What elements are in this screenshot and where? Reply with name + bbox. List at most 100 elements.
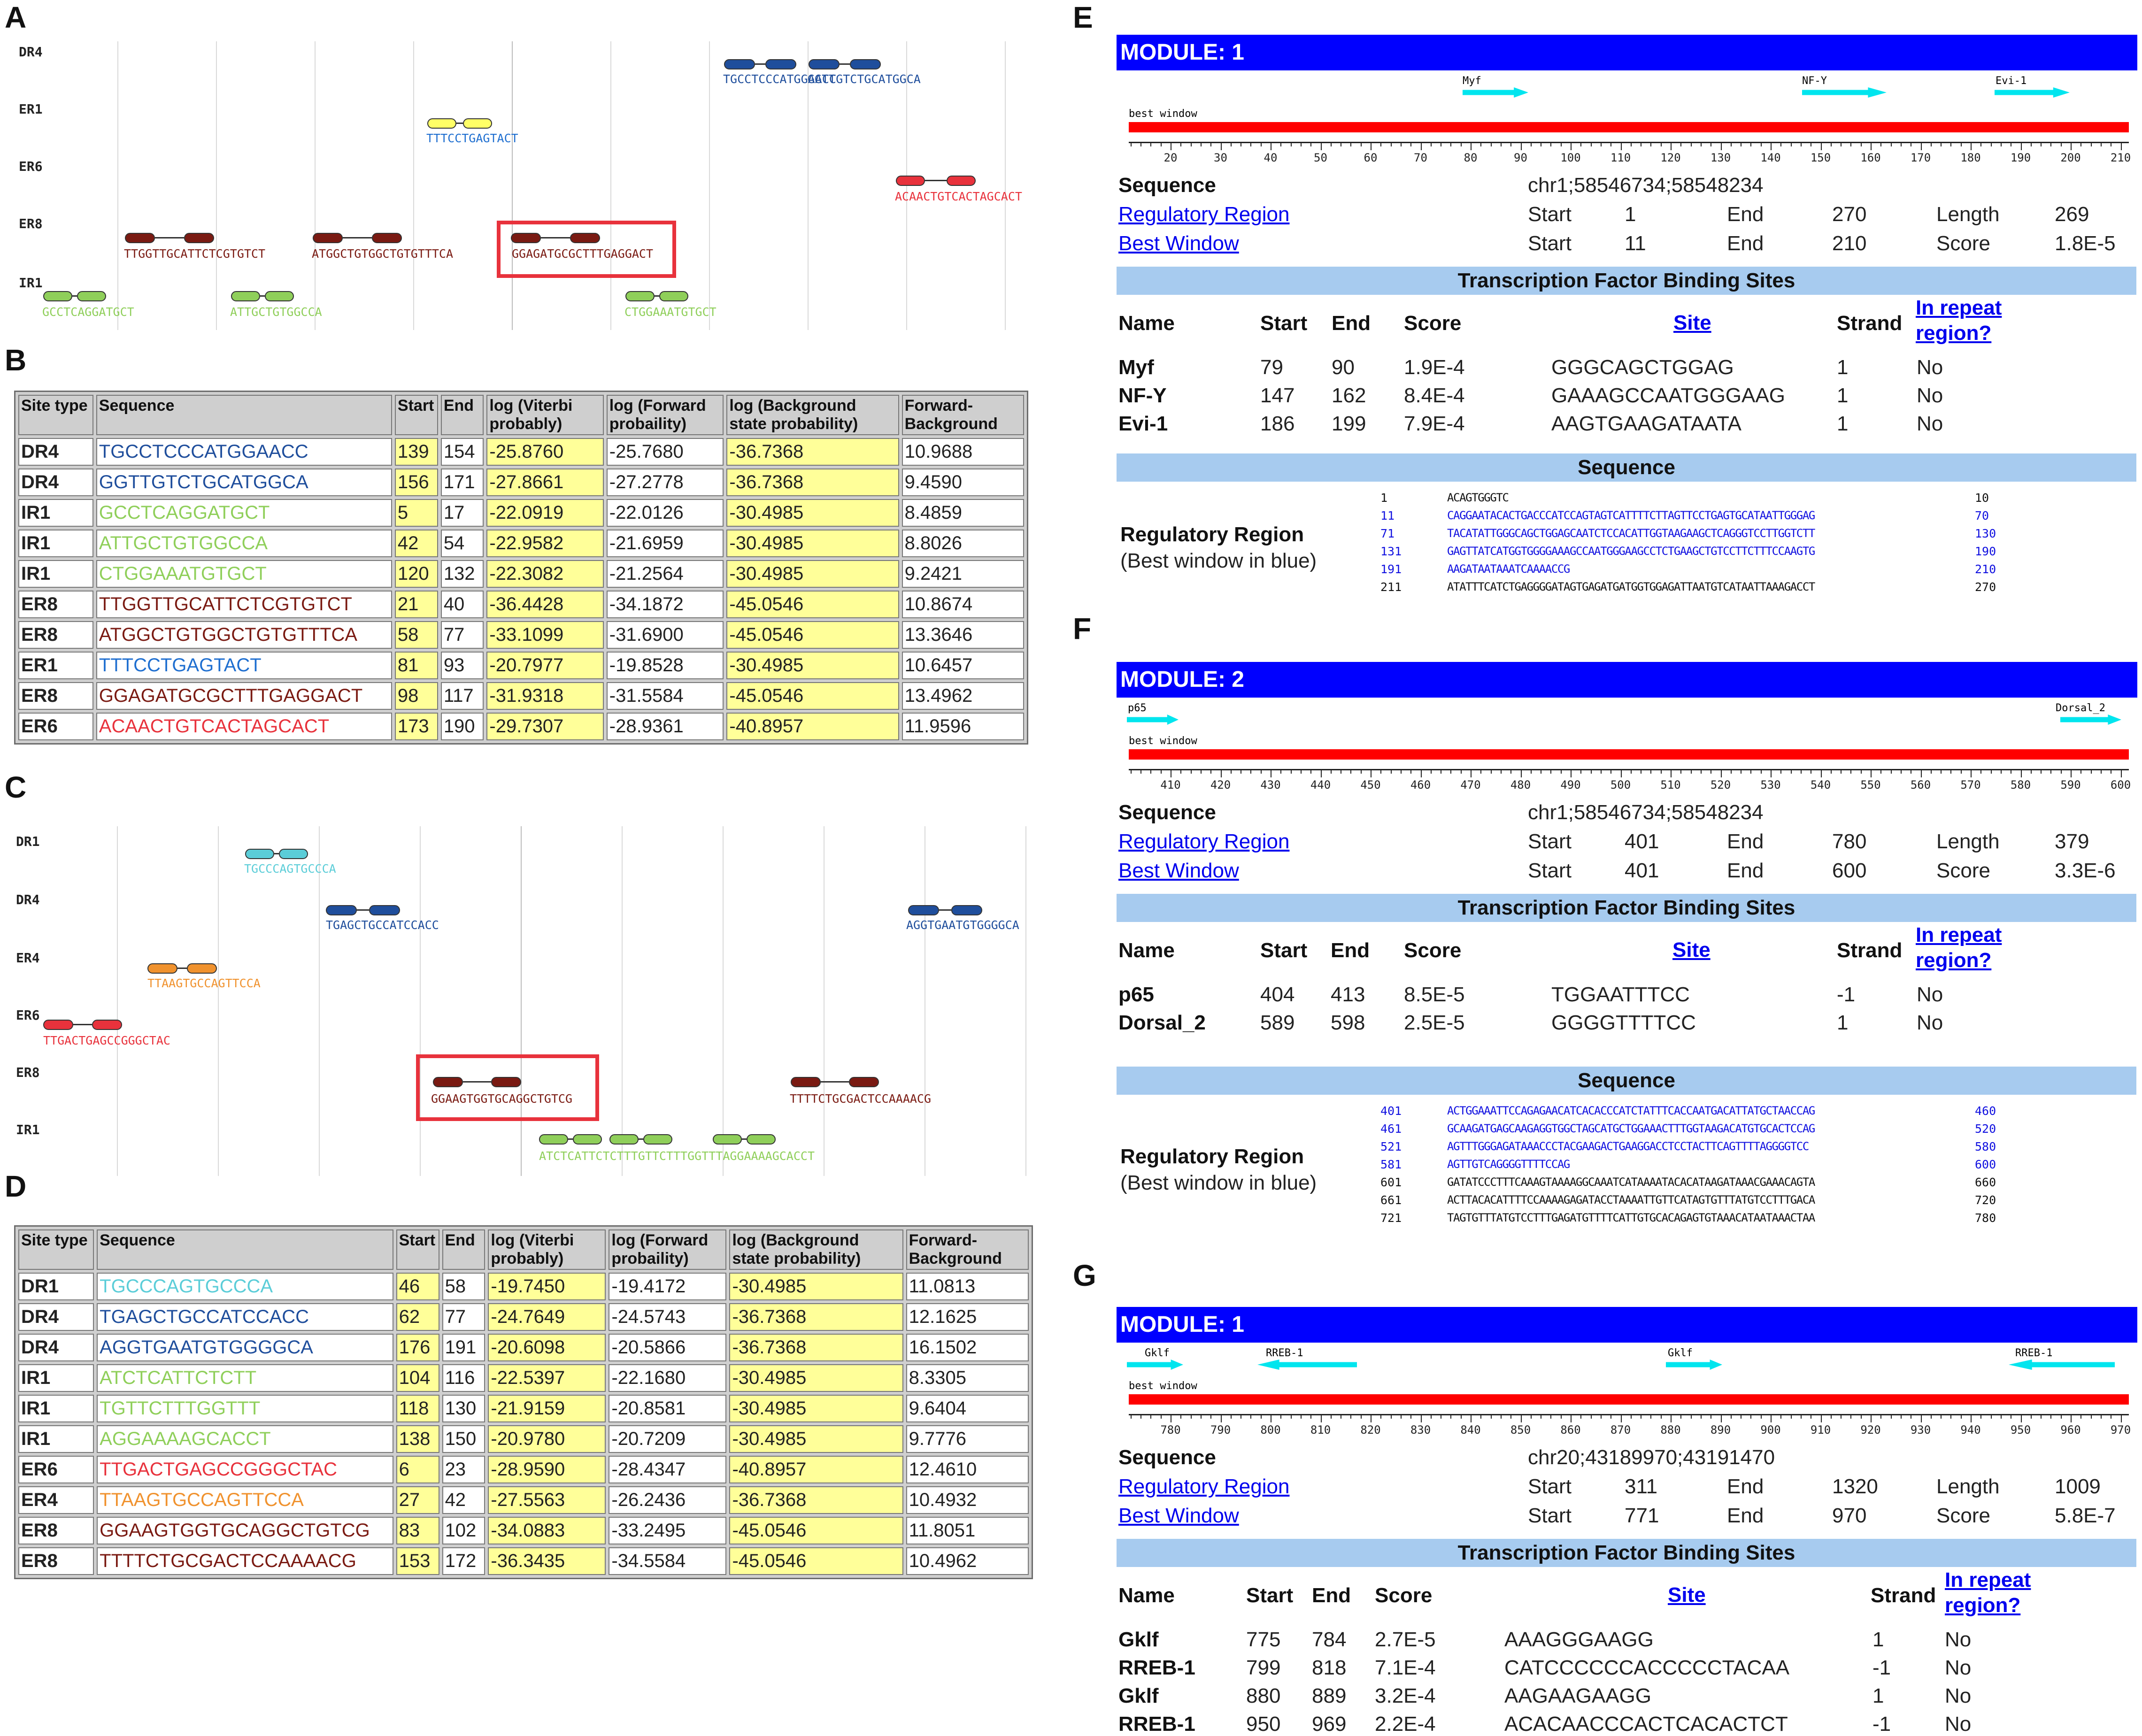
table-cell-type: IR1 [18,530,93,557]
axis-tick [1880,769,1882,774]
axis-tick [1780,769,1782,774]
axis-tick [1900,769,1902,774]
axis-tick-label: 70 [1414,151,1427,164]
field-value: 771 [1625,1504,1659,1527]
table-cell-fwd: -20.8581 [609,1395,727,1422]
tfbs-start: 880 [1246,1684,1281,1707]
best-window-link[interactable]: Best Window [1118,232,1239,255]
axis-tick [1320,1414,1322,1422]
table-row: ER4 TTAAGTGCCAGTTCCA 27 42 -27.5563 -26.2436-… [18,1486,1029,1514]
site-marker [947,176,976,186]
column-header: log (Forward probaility) [609,1229,727,1270]
axis-tick-label: 460 [1410,778,1431,791]
seq-line-end: 10 [1975,491,1989,505]
axis-tick [1990,142,1992,146]
axis-tick [1480,769,1482,774]
col-header-site-link[interactable]: Site [1668,1583,1706,1606]
col-header-repeat-link[interactable]: In repeat [1916,296,2002,319]
axis-tick [1480,142,1482,146]
axis-tick [1771,142,1772,150]
col-header-repeat-link[interactable]: In repeat [1916,923,2002,946]
site-marker [791,1077,821,1087]
tfbs-repeat: No [1917,384,1943,407]
table-cell-fb: 10.4932 [906,1486,1029,1514]
axis-tick [2100,1414,2102,1419]
binding-site-track-c: DR1 DR4 ER4 ER6 ER8 IR1 TGCCCAGTGCCCA TG… [16,826,1035,1176]
table-cell-seq: GGAAGTGGTGCAGGCTGTCG [97,1517,393,1544]
regulatory-region-link[interactable]: Regulatory Region [1118,830,1290,853]
col-header-repeat-link[interactable]: region? [1916,949,1992,972]
col-header-repeat-link[interactable]: region? [1916,322,1992,345]
axis-tick [1420,1414,1422,1422]
tfbs-site: ACACAACCCACTCACACTCT [1504,1713,1788,1736]
col-header-start: Start [1260,939,1308,962]
axis-tick [2000,142,2002,146]
axis-tick-label: 930 [1910,1423,1931,1436]
site-marker [43,291,72,301]
axis-tick-label: 830 [1410,1423,1431,1436]
table-cell-fb: 9.4590 [901,469,1024,496]
site-marker [372,233,402,243]
axis-tick [1300,142,1302,146]
table-row: DR4 TGCCTCCCATGGAACC 139 154 -25.8760 -25.768… [18,438,1024,466]
table-cell-seq: TGAGCTGCCATCCACC [97,1303,393,1331]
axis-tick [1871,1414,1872,1422]
row-label-er6: ER6 [19,159,43,174]
row-label-er6: ER6 [16,1007,40,1023]
tfbs-score: 8.5E-5 [1404,983,1465,1006]
table-row: IR1 ATCTCATTCTCTT 104 116 -22.5397 -22.1680 -3… [18,1364,1029,1392]
best-window-note: (Best window in blue) [1120,1171,1317,1194]
axis-tick [1290,142,1292,146]
table-cell-fwd: -28.9361 [606,713,724,740]
table-cell-fb: 11.9596 [901,713,1024,740]
table-cell-type: DR4 [18,438,93,466]
axis-tick-label: 910 [1810,1423,1831,1436]
panel-label-c: C [5,770,27,804]
table-cell-start: 138 [396,1425,439,1453]
table-cell-type: ER8 [18,591,93,618]
col-header-repeat-link[interactable]: region? [1945,1594,2021,1617]
forward-strand-arrow-icon [1127,714,1179,725]
site-label: GGAAGTGGTGCAGGCTGTCG [431,1092,573,1106]
axis-tick [1871,769,1872,777]
table-cell-vit: -36.4428 [486,591,604,618]
seq-line-start: 1 [1380,491,1388,505]
col-header-repeat-link[interactable]: In repeat [1945,1568,2031,1591]
axis-line [1129,142,2129,143]
table-cell-type: IR1 [18,560,93,588]
table-cell-seq: TGCCCAGTGCCCA [97,1273,393,1300]
table-header-row: Site type Sequence Start End log (Viterbi pr… [18,1229,1029,1270]
axis-tick-label: 180 [1960,151,1981,164]
table-cell-start: 176 [396,1334,439,1361]
table-cell-end: 17 [440,499,484,527]
axis-tick [2071,142,2072,150]
axis-tick [1850,142,1852,146]
regulatory-region-link[interactable]: Regulatory Region [1118,1475,1290,1498]
axis-tick [1620,769,1622,777]
regulatory-region-link[interactable]: Regulatory Region [1118,203,1290,226]
site-link [73,1024,92,1025]
axis-tick [2050,142,2052,146]
table-cell-type: ER8 [18,1547,94,1575]
col-header-site-link[interactable]: Site [1672,938,1711,961]
col-header-site-link[interactable]: Site [1673,311,1711,334]
axis-tick [1930,769,1932,774]
best-window-link[interactable]: Best Window [1118,1504,1239,1527]
tfbs-name: Gklf [1118,1628,1159,1651]
axis-tick [1950,769,1952,774]
site-marker [279,849,308,859]
table-cell-fwd: -24.5743 [609,1303,727,1331]
axis-tick [1880,142,1882,146]
seq-line-bases: GATATCCCTTTCAAAGTAAAAGGCAAATCATAAAATACAC… [1447,1175,1815,1189]
table-cell-end: 130 [442,1395,485,1422]
axis-tick-label: 30 [1214,151,1227,164]
site-marker [951,905,982,915]
col-header-strand: Strand [1837,939,1903,962]
table-cell-fwd: -33.2495 [609,1517,727,1544]
tfbs-end: 598 [1331,1011,1365,1034]
axis-tick [1150,142,1152,146]
seq-line-start: 461 [1380,1122,1402,1136]
axis-tick [1400,1414,1402,1419]
axis-tick [1980,1414,1982,1419]
best-window-link[interactable]: Best Window [1118,859,1239,882]
